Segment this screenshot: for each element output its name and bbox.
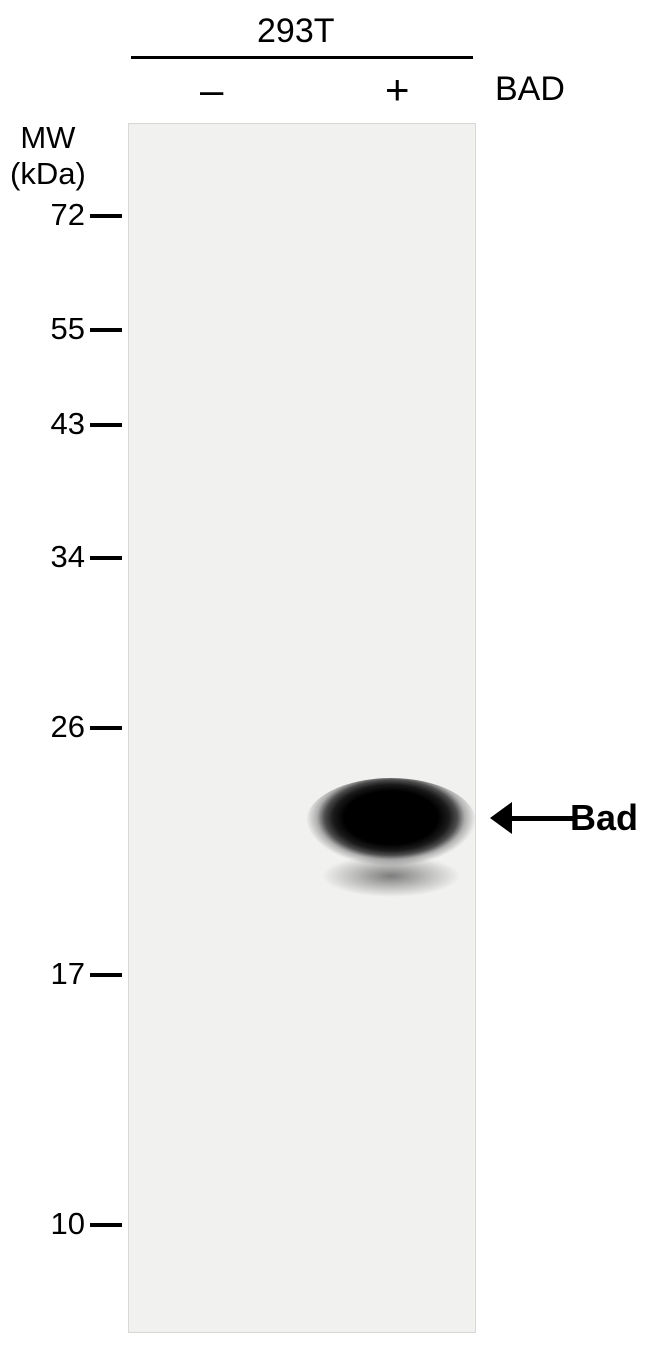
arrow-head-icon: [490, 802, 512, 834]
mw-tick-72: [90, 214, 122, 218]
mw-tick-55: [90, 328, 122, 332]
mw-label-26: 26: [0, 709, 85, 745]
condition-label: BAD: [495, 70, 565, 109]
lane-plus: +: [385, 66, 410, 114]
mw-tick-34: [90, 556, 122, 560]
mw-label-17: 17: [0, 956, 85, 992]
arrow-shaft: [512, 816, 574, 821]
mw-label-55: 55: [0, 311, 85, 347]
cell-line-label: 293T: [257, 12, 335, 51]
mw-label-43: 43: [0, 406, 85, 442]
blot-figure: 293T – + BAD MW (kDa) 72 55 43 34 26 17 10 Bad: [0, 0, 650, 1359]
mw-label-10: 10: [0, 1206, 85, 1242]
mw-label-34: 34: [0, 539, 85, 575]
mw-header: MW (kDa): [10, 120, 86, 191]
mw-tick-10: [90, 1223, 122, 1227]
mw-label-72: 72: [0, 197, 85, 233]
mw-tick-43: [90, 423, 122, 427]
blot-membrane: [128, 123, 476, 1333]
mw-tick-26: [90, 726, 122, 730]
mw-header-line2: (kDa): [10, 156, 86, 192]
lane-minus: –: [200, 66, 223, 114]
mw-header-line1: MW: [10, 120, 86, 156]
band-label: Bad: [570, 797, 638, 839]
mw-tick-17: [90, 973, 122, 977]
protein-band: [306, 778, 476, 866]
header-underline: [131, 56, 473, 59]
